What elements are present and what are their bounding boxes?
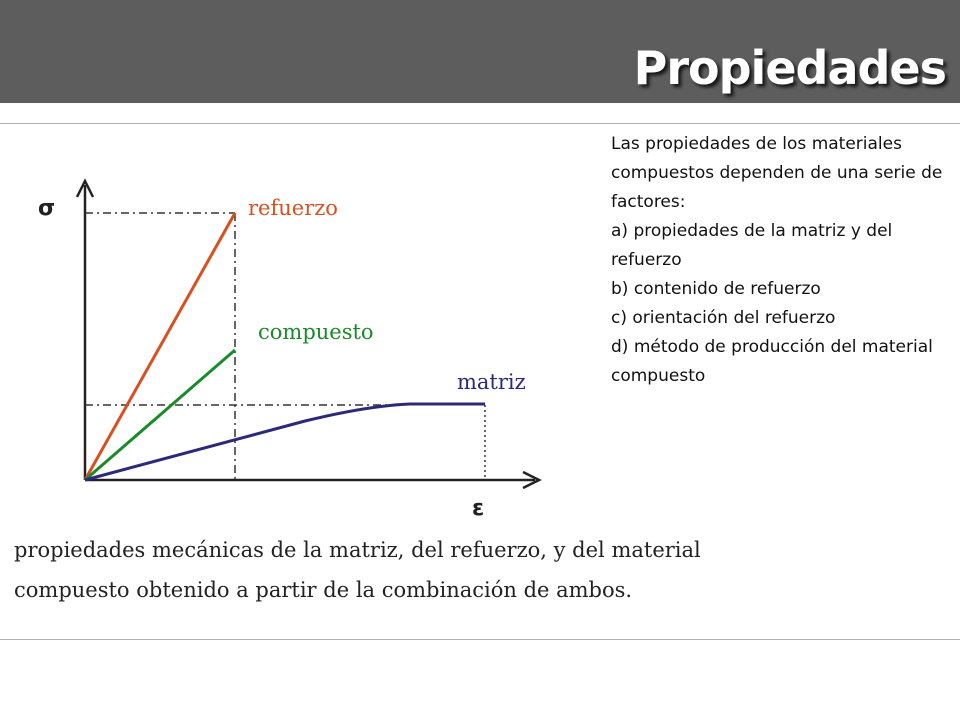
y-axis-label: σ — [38, 196, 55, 221]
compuesto-label: compuesto — [258, 320, 374, 344]
matriz-label: matriz — [457, 370, 526, 394]
factor-item: b) contenido de refuerzo — [611, 279, 821, 299]
header-bar: Propiedades — [0, 0, 960, 103]
x-axis-label: ε — [472, 496, 484, 521]
slide-title: Propiedades — [633, 41, 947, 95]
refuerzo-curve — [83, 212, 237, 481]
figure-caption: propiedades mecánicas de la matriz, del … — [14, 530, 701, 610]
stress-strain-diagram: σ ε refuerzo compuesto matriz — [38, 178, 542, 521]
factor-item: a) propiedades de la matriz y del refuer… — [611, 221, 893, 270]
stress-strain-figure: σ ε refuerzo compuesto matriz propiedade… — [0, 125, 701, 638]
factor-item: c) orientación del refuerzo — [611, 308, 836, 328]
caption-line: compuesto obtenido a partir de la combin… — [14, 578, 633, 602]
top-divider — [0, 123, 960, 124]
bottom-divider — [0, 639, 960, 640]
caption-line: propiedades mecánicas de la matriz, del … — [14, 538, 701, 562]
intro-text: Las propiedades de los materiales compue… — [611, 134, 943, 212]
refuerzo-label: refuerzo — [248, 196, 338, 220]
compuesto-curve — [84, 348, 236, 482]
matriz-curve — [84, 402, 485, 482]
factor-item: d) método de producción del material com… — [611, 337, 933, 386]
properties-text: Las propiedades de los materiales compue… — [611, 130, 951, 391]
y-axis-arrow — [75, 178, 95, 198]
x-axis-arrow — [522, 470, 542, 490]
